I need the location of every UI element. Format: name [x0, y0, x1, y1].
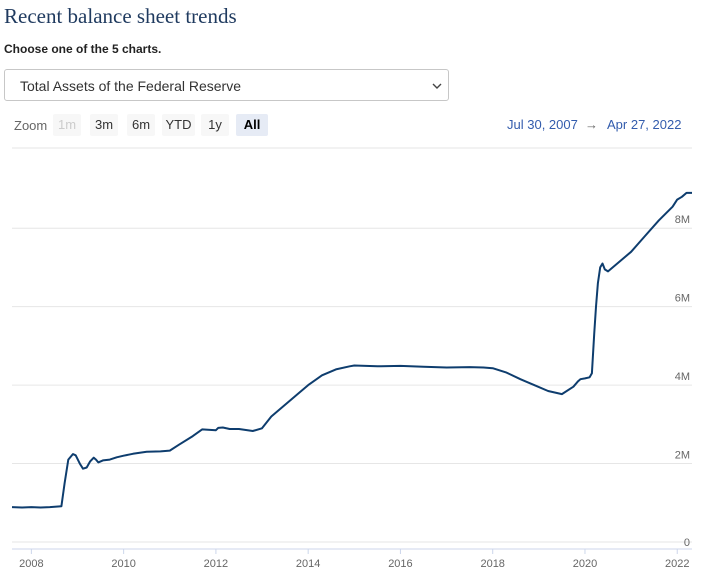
zoom-6m-button[interactable]: 6m [127, 114, 155, 136]
y-tick-labels: 0 2M 4M 6M 8M [675, 214, 690, 549]
x-tick-label: 2012 [204, 558, 228, 570]
range-to[interactable]: Apr 27, 2022 [607, 117, 682, 132]
x-tick-label: 2016 [388, 558, 412, 570]
chevron-down-icon [432, 83, 442, 89]
series-layer [11, 191, 692, 509]
range-from[interactable]: Jul 30, 2007 [507, 117, 578, 132]
x-tick-label: 2010 [111, 558, 135, 570]
range-arrow: → [585, 117, 598, 132]
zoom-3m-button[interactable]: 3m [90, 114, 118, 136]
y-tick-label: 0 [684, 537, 690, 549]
chart-chooser-hint: Choose one of the 5 charts. [4, 42, 162, 56]
zoom-1y-button[interactable]: 1y [201, 114, 229, 136]
grid-lines [12, 147, 692, 554]
x-tick-label: 2020 [573, 558, 597, 570]
chart-select[interactable]: Total Assets of the Federal Reserve [4, 69, 449, 101]
y-tick-label: 4M [675, 371, 690, 383]
x-tick-label: 2008 [19, 558, 43, 570]
series-line [11, 191, 692, 509]
y-tick-label: 8M [675, 214, 690, 226]
zoom-ytd-button[interactable]: YTD [162, 114, 195, 136]
x-tick-label: 2014 [296, 558, 320, 570]
zoom-1m-button[interactable]: 1m [53, 114, 81, 136]
page-title: Recent balance sheet trends [4, 4, 237, 28]
y-tick-label: 2M [675, 450, 690, 462]
y-tick-label: 6M [675, 293, 690, 305]
x-tick-label: 2022 [665, 558, 689, 570]
zoom-all-button[interactable]: All [236, 114, 268, 136]
zoom-label: Zoom [14, 118, 48, 133]
x-tick-label: 2018 [480, 558, 504, 570]
x-tick-labels: 2008 2010 2012 2014 2016 2018 2020 2022 [19, 558, 689, 570]
chart-select-value: Total Assets of the Federal Reserve [20, 78, 241, 94]
